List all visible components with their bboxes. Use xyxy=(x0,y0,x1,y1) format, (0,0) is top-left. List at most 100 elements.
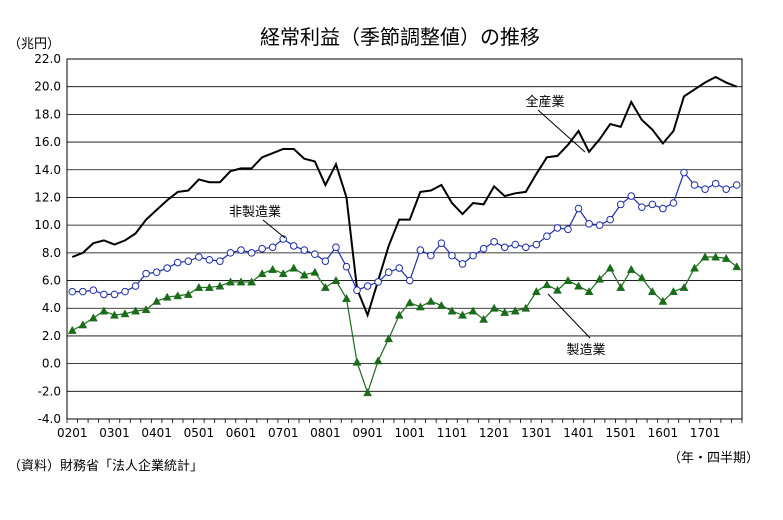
data-point-manufacturing xyxy=(78,320,88,329)
data-point-non-manufacturing xyxy=(247,249,256,257)
plot-frame xyxy=(66,58,743,420)
data-point-non-manufacturing xyxy=(521,243,530,252)
data-point-non-manufacturing xyxy=(627,192,636,200)
data-point-non-manufacturing xyxy=(543,232,551,241)
data-point-non-manufacturing xyxy=(395,264,404,272)
data-point-manufacturing xyxy=(394,310,404,319)
data-point-manufacturing xyxy=(88,313,98,322)
data-point-non-manufacturing xyxy=(152,268,161,277)
x-tick-label: 1001 xyxy=(395,426,426,440)
y-tick-label: 18.0 xyxy=(34,107,61,121)
series-line-all-industry xyxy=(71,75,738,319)
data-point-non-manufacturing xyxy=(511,240,520,249)
data-point-manufacturing xyxy=(700,252,710,261)
data-point-non-manufacturing xyxy=(690,181,699,189)
x-tick-label: 0301 xyxy=(99,426,130,440)
data-point-manufacturing xyxy=(162,292,172,301)
data-point-manufacturing xyxy=(299,270,309,279)
data-point-non-manufacturing xyxy=(479,244,488,253)
data-point-manufacturing xyxy=(152,296,162,305)
data-point-non-manufacturing xyxy=(195,253,203,261)
data-point-manufacturing xyxy=(584,287,594,296)
data-point-manufacturing xyxy=(415,302,425,311)
data-point-manufacturing xyxy=(595,274,605,283)
y-tick-label: 8.0 xyxy=(42,246,61,260)
data-point-manufacturing xyxy=(194,282,204,291)
data-point-manufacturing xyxy=(173,291,183,300)
data-point-manufacturing xyxy=(405,298,415,307)
data-point-manufacturing xyxy=(141,305,151,314)
source-note: （資料）財務省「法人企業統計」 xyxy=(8,458,203,474)
data-point-manufacturing xyxy=(436,300,446,309)
data-point-non-manufacturing xyxy=(79,287,87,296)
x-tick-label: 0201 xyxy=(57,426,88,440)
annotation-leader-line xyxy=(547,293,591,339)
data-point-manufacturing xyxy=(521,303,531,312)
data-point-non-manufacturing xyxy=(311,250,319,259)
data-point-non-manufacturing xyxy=(616,200,625,209)
data-point-non-manufacturing xyxy=(321,257,330,265)
data-point-non-manufacturing xyxy=(427,251,435,260)
data-point-non-manufacturing xyxy=(374,278,382,286)
data-point-non-manufacturing xyxy=(68,287,77,296)
x-tick-label: 1701 xyxy=(690,426,721,440)
plot-area: 22.0 20.0 18.0 16.0 14.0 12.0 10.0 8.0 6.0 4.0 2.0… xyxy=(34,52,743,440)
data-point-non-manufacturing xyxy=(437,239,446,247)
y-tick-label: 12.0 xyxy=(34,190,61,204)
x-tick-label: 0901 xyxy=(352,426,383,440)
data-point-non-manufacturing xyxy=(142,269,150,278)
y-tick-label: 10.0 xyxy=(34,218,61,232)
annotation-label: 製造業 xyxy=(566,342,605,358)
data-point-non-manufacturing xyxy=(564,225,572,234)
data-point-non-manufacturing xyxy=(458,260,467,268)
data-point-non-manufacturing xyxy=(659,204,667,213)
chart-title: 経常利益（季節調整値）の推移 xyxy=(260,25,540,49)
x-tick-label: 0701 xyxy=(268,426,299,440)
data-point-non-manufacturing xyxy=(585,219,593,228)
data-point-manufacturing xyxy=(247,277,256,286)
y-tick-label: 2.0 xyxy=(42,329,61,343)
data-point-manufacturing xyxy=(500,307,510,316)
y-tick-label: 20.0 xyxy=(34,80,61,94)
data-point-non-manufacturing xyxy=(342,262,351,271)
data-point-non-manufacturing xyxy=(606,215,614,224)
data-point-manufacturing xyxy=(669,287,678,296)
data-point-manufacturing xyxy=(67,325,77,334)
data-point-manufacturing xyxy=(658,296,668,305)
series-line-manufacturing xyxy=(71,256,738,395)
y-tick-label: -2.0 xyxy=(38,384,61,398)
data-point-non-manufacturing xyxy=(669,199,678,207)
annotation-label: 全産業 xyxy=(525,94,564,110)
y-tick-label: -4.0 xyxy=(38,412,61,426)
data-point-manufacturing xyxy=(268,264,278,273)
series-line-non-manufacturing xyxy=(72,171,737,295)
data-point-non-manufacturing xyxy=(89,286,98,295)
data-point-manufacturing xyxy=(458,310,467,319)
x-tick-label: 0801 xyxy=(310,426,341,440)
data-point-non-manufacturing xyxy=(121,287,129,296)
data-point-manufacturing xyxy=(626,264,636,273)
data-point-non-manufacturing xyxy=(353,286,361,295)
data-point-manufacturing xyxy=(204,282,214,291)
data-point-non-manufacturing xyxy=(173,258,182,267)
data-point-non-manufacturing xyxy=(237,246,245,254)
annotation-leader-line xyxy=(537,109,586,153)
data-point-non-manufacturing xyxy=(110,290,119,299)
data-point-non-manufacturing xyxy=(732,181,741,189)
data-point-manufacturing xyxy=(320,282,330,291)
data-point-manufacturing xyxy=(616,282,626,291)
x-tick-label: 1601 xyxy=(648,426,679,440)
annotation-label: 非製造業 xyxy=(229,204,281,220)
y-tick-label: 4.0 xyxy=(42,301,61,315)
data-point-non-manufacturing xyxy=(300,246,309,254)
data-point-non-manufacturing xyxy=(469,251,477,260)
data-point-non-manufacturing xyxy=(638,203,646,211)
data-point-manufacturing xyxy=(605,263,615,272)
data-point-non-manufacturing xyxy=(680,168,688,177)
data-point-non-manufacturing xyxy=(416,246,425,254)
data-point-manufacturing xyxy=(226,277,235,286)
x-tick-label: 1401 xyxy=(563,426,594,440)
data-point-non-manufacturing xyxy=(184,257,193,265)
data-point-manufacturing xyxy=(690,263,699,272)
